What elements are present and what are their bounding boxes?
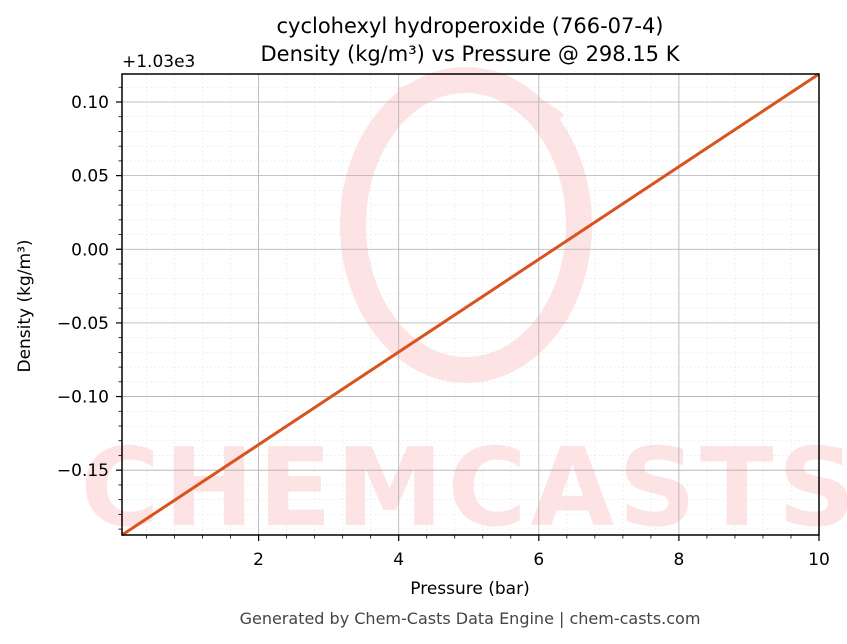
series-layer — [121, 72, 820, 537]
y-tick-label: 0.10 — [71, 93, 109, 113]
plot-frame — [121, 73, 820, 536]
x-tick-label: 10 — [808, 550, 830, 570]
series-line — [121, 72, 820, 537]
watermark: CHEMCASTS — [81, 67, 847, 551]
chart-subtitle: Density (kg/m³) vs Pressure @ 298.15 K — [260, 42, 680, 66]
x-tick-label: 4 — [393, 550, 404, 570]
x-tick-label: 2 — [253, 550, 264, 570]
y-axis: 0.10 0.05 0.00 −0.05 −0.10 −0.15 — [57, 86, 122, 530]
y-tick-label: −0.05 — [57, 314, 109, 334]
y-offset-label: +1.03e3 — [122, 52, 195, 72]
y-axis-label: Density (kg/m³) — [15, 239, 35, 372]
y-tick-label: −0.15 — [57, 461, 109, 481]
y-tick-label: 0.00 — [71, 240, 109, 260]
watermark-logo-icon — [340, 67, 592, 383]
watermark-text: CHEMCASTS — [81, 426, 847, 551]
chart-title: cyclohexyl hydroperoxide (766-07-4) — [276, 14, 663, 38]
major-grid — [122, 74, 820, 535]
x-tick-label: 8 — [673, 550, 684, 570]
footer-credit: Generated by Chem-Casts Data Engine | ch… — [240, 609, 701, 628]
minor-grid — [122, 74, 819, 535]
y-tick-label: −0.10 — [57, 388, 109, 408]
x-tick-label: 6 — [533, 550, 544, 570]
y-tick-label: 0.05 — [71, 167, 109, 187]
x-axis-label: Pressure (bar) — [410, 579, 529, 599]
x-axis: 2 4 6 8 10 — [146, 535, 830, 570]
